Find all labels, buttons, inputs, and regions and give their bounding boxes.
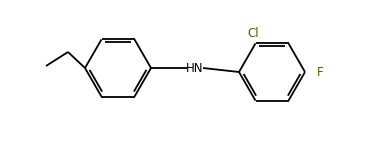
Text: HN: HN (186, 61, 204, 75)
Text: Cl: Cl (248, 27, 259, 40)
Text: F: F (317, 66, 324, 78)
